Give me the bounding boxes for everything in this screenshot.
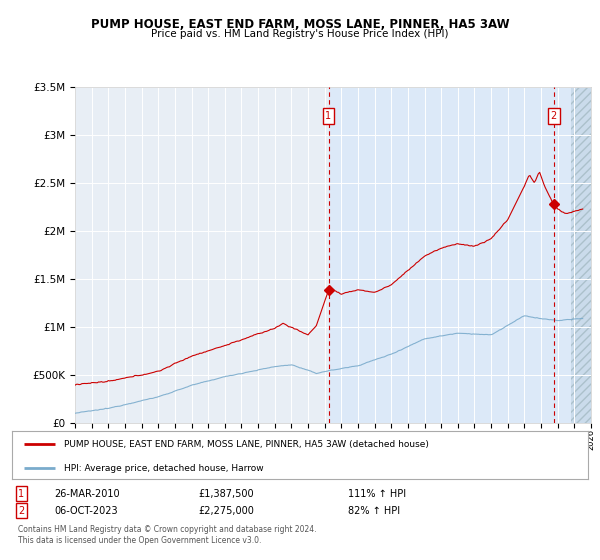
Text: This data is licensed under the Open Government Licence v3.0.: This data is licensed under the Open Gov… bbox=[18, 536, 262, 545]
Text: PUMP HOUSE, EAST END FARM, MOSS LANE, PINNER, HA5 3AW: PUMP HOUSE, EAST END FARM, MOSS LANE, PI… bbox=[91, 18, 509, 31]
Text: £2,275,000: £2,275,000 bbox=[198, 506, 254, 516]
Text: 2: 2 bbox=[551, 111, 557, 120]
Text: PUMP HOUSE, EAST END FARM, MOSS LANE, PINNER, HA5 3AW (detached house): PUMP HOUSE, EAST END FARM, MOSS LANE, PI… bbox=[64, 440, 429, 449]
Text: 2: 2 bbox=[18, 506, 24, 516]
Text: 82% ↑ HPI: 82% ↑ HPI bbox=[348, 506, 400, 516]
Text: £1,387,500: £1,387,500 bbox=[198, 489, 254, 499]
Bar bbox=[571, 87, 591, 423]
Text: 26-MAR-2010: 26-MAR-2010 bbox=[54, 489, 119, 499]
Text: 1: 1 bbox=[325, 111, 332, 120]
Text: HPI: Average price, detached house, Harrow: HPI: Average price, detached house, Harr… bbox=[64, 464, 263, 473]
Text: 1: 1 bbox=[18, 489, 24, 499]
Text: Contains HM Land Registry data © Crown copyright and database right 2024.: Contains HM Land Registry data © Crown c… bbox=[18, 525, 317, 534]
Text: Price paid vs. HM Land Registry's House Price Index (HPI): Price paid vs. HM Land Registry's House … bbox=[151, 29, 449, 39]
Bar bbox=[329, 87, 591, 423]
Text: 06-OCT-2023: 06-OCT-2023 bbox=[54, 506, 118, 516]
Text: 111% ↑ HPI: 111% ↑ HPI bbox=[348, 489, 406, 499]
